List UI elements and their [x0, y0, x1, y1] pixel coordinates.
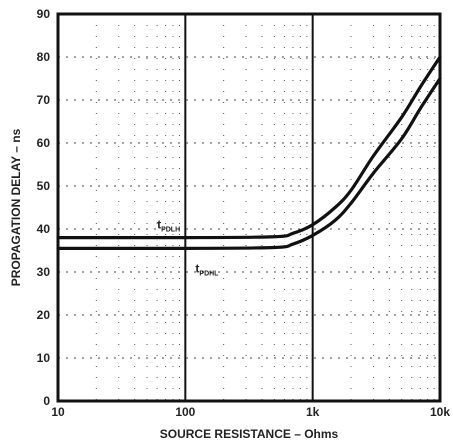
x-tick-label: 100 — [175, 405, 195, 419]
x-axis-label: SOURCE RESISTANCE – Ohms — [160, 427, 339, 441]
series-label-tpdhl: tPDHL — [195, 261, 219, 277]
y-tick-label: 0 — [43, 394, 50, 408]
series-label-tpdlh-sub: PDLH — [161, 227, 180, 234]
y-tick-label: 20 — [37, 308, 51, 322]
y-tick-label: 90 — [37, 7, 51, 21]
y-tick-label: 70 — [37, 93, 51, 107]
y-tick-label: 80 — [37, 50, 51, 64]
plot-frame — [56, 12, 442, 403]
series-label-tpdlh: tPDLH — [157, 218, 180, 234]
x-tick-label: 10 — [51, 405, 65, 419]
y-tick-label: 60 — [37, 136, 51, 150]
y-tick-label: 40 — [37, 222, 51, 236]
y-tick-label: 50 — [37, 179, 51, 193]
series-layer — [56, 55, 442, 251]
series-label-tpdlh-main: t — [157, 218, 161, 232]
grid-layer — [58, 14, 440, 401]
y-tick-label: 10 — [37, 351, 51, 365]
series-line-tpdlh — [56, 55, 442, 240]
series-label-tpdhl-sub: PDHL — [199, 270, 219, 277]
series-label-tpdhl-main: t — [195, 261, 199, 275]
y-axis-label: PROPAGATION DELAY – ns — [9, 128, 23, 286]
x-tick-label: 1k — [306, 405, 320, 419]
x-tick-label: 10k — [430, 405, 450, 419]
y-tick-label: 30 — [37, 265, 51, 279]
series-line-tpdhl — [56, 76, 442, 251]
